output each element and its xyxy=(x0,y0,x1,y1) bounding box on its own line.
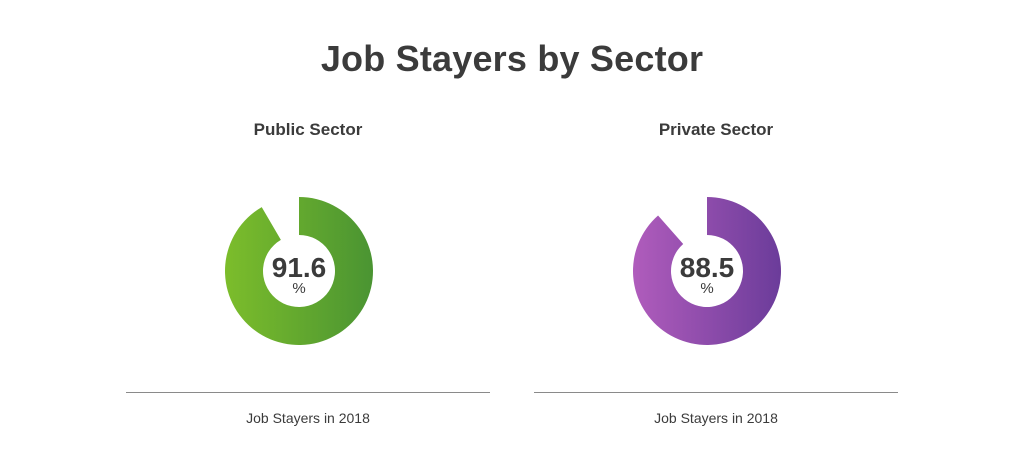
chart-title: Job Stayers by Sector xyxy=(320,38,704,79)
unit-label-public: % xyxy=(292,280,305,297)
donut-arc-public xyxy=(224,197,373,345)
donut-svg-private: 88.5 % xyxy=(633,197,781,345)
donut-chart-public: 91.6 % xyxy=(223,195,375,347)
donut-svg-public: 91.6 % xyxy=(224,197,373,345)
donut-chart-private: 88.5 % xyxy=(631,195,783,347)
caption-private: Job Stayers in 2018 xyxy=(654,410,778,426)
caption-public: Job Stayers in 2018 xyxy=(246,410,370,426)
panel-title-private: Private Sector xyxy=(658,120,774,139)
divider-public xyxy=(126,392,490,393)
value-label-public: 91.6 xyxy=(272,252,327,283)
panel-title-public: Public Sector xyxy=(253,120,363,139)
public-sector-panel: Public Sector 91.6 % Job Stayers in 2018 xyxy=(126,0,490,471)
private-sector-panel: Private Sector 88.5 % Job Stayers in 201… xyxy=(534,0,898,471)
value-label-private: 88.5 xyxy=(680,252,735,283)
divider-private xyxy=(534,392,898,393)
donut-arc-private xyxy=(633,197,781,345)
unit-label-private: % xyxy=(700,280,713,297)
